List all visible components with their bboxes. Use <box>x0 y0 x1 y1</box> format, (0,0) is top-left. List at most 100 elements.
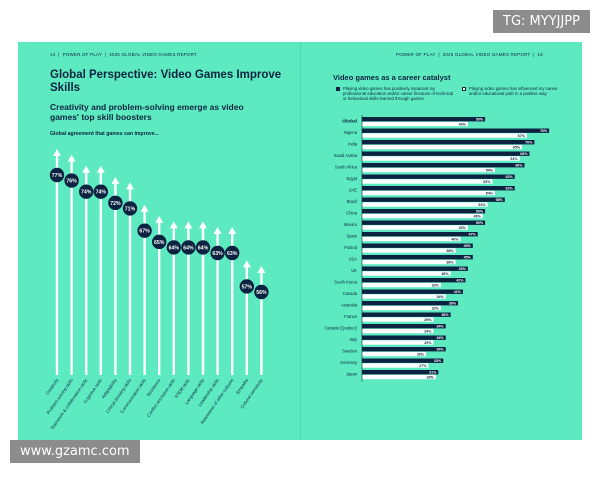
skill-value-marker <box>108 195 123 211</box>
skill-value-label: 76% <box>66 179 77 185</box>
skill-arrow-head <box>53 149 61 156</box>
bar-series-2-label: 40% <box>451 237 459 241</box>
right-page-number: 15 <box>537 52 543 57</box>
skill-value-label: 67% <box>139 229 150 235</box>
bar-series-2-label: 38% <box>446 260 454 264</box>
right-page-header: POWER OF PLAY | 2025 GLOBAL VIDEO GAMES … <box>396 52 543 57</box>
bar-series-1 <box>362 174 515 179</box>
bar-series-1 <box>362 243 473 248</box>
skill-value-marker <box>122 201 138 216</box>
chart-caption: Global agreement that games can improve.… <box>50 131 159 137</box>
bar-series-1-label: 42% <box>456 279 464 283</box>
bar-series-2 <box>362 121 468 127</box>
bar-series-1 <box>362 266 468 271</box>
bar-series-2-label: 53% <box>483 180 491 184</box>
bar-series-2 <box>362 167 495 173</box>
skill-value-marker <box>79 184 94 199</box>
skill-arrow-head <box>96 165 105 173</box>
bar-series-2 <box>362 259 456 265</box>
page-gutter <box>300 42 301 440</box>
bar-series-2-label: 64% <box>510 157 518 161</box>
bar-series-1 <box>362 255 473 260</box>
bar-series-1-label: 34% <box>437 325 445 329</box>
bar-series-2-label: 29% <box>424 318 432 322</box>
country-label: Italy <box>349 337 357 342</box>
bar-series-2-label: 54% <box>486 168 494 172</box>
skill-arrow-head <box>111 176 120 184</box>
bar-series-2 <box>362 156 520 161</box>
legend-item-series-2: Playing video games has influenced my ca… <box>462 86 574 106</box>
skill-value-marker <box>254 284 269 300</box>
bar-series-2-label: 34% <box>437 295 445 299</box>
bar-series-1 <box>362 220 486 225</box>
right-chart-title: Video games as a career catalyst <box>333 73 451 82</box>
skill-value-label: 77% <box>52 173 63 179</box>
skill-arrow-head <box>199 221 207 229</box>
bar-series-1 <box>362 232 478 237</box>
left-report-title: 2025 GLOBAL VIDEO GAMES REPORT <box>109 52 197 57</box>
bar-series-2-label: 26% <box>417 352 425 356</box>
skill-value-label: 64% <box>198 245 209 251</box>
country-label: Sweden <box>342 348 358 353</box>
country-label: UK <box>351 268 357 273</box>
bar-series-1 <box>362 209 486 214</box>
bar-series-1 <box>362 301 459 306</box>
legend-label-series-2: Playing video games has influenced my ca… <box>469 86 558 96</box>
skill-arrow-head <box>184 221 193 229</box>
skill-value-label: 57% <box>242 284 253 290</box>
bar-series-2 <box>362 225 468 230</box>
bar-series-2-label: 38% <box>446 249 454 253</box>
skill-value-marker <box>225 245 240 261</box>
country-label: UAE <box>349 187 358 192</box>
bar-series-1-label: 31% <box>429 371 437 375</box>
bar-series-1-label: 39% <box>449 302 457 306</box>
bar-series-2-label: 43% <box>459 122 467 126</box>
bar-series-1-label: 50% <box>476 221 484 225</box>
bar-series-1-label: 36% <box>441 313 449 317</box>
bar-series-2 <box>362 248 456 253</box>
bar-series-1-label: 34% <box>437 348 445 352</box>
skill-value-label: 65% <box>154 240 165 246</box>
right-report-name: POWER OF PLAY <box>396 52 436 57</box>
bar-series-2-label: 65% <box>513 145 521 149</box>
left-report-name: POWER OF PLAY <box>62 52 103 57</box>
country-label: South Africa <box>335 164 358 169</box>
country-label: Spain <box>347 233 358 238</box>
bar-series-1 <box>362 347 446 352</box>
bar-series-1-label: 58% <box>496 198 504 202</box>
bar-series-1-label: 41% <box>454 290 462 294</box>
bar-series-2 <box>362 133 527 138</box>
skill-value-marker <box>181 240 196 255</box>
country-label: Poland <box>344 245 357 250</box>
bar-series-1-label: 45% <box>464 256 472 260</box>
bar-series-2 <box>362 340 434 345</box>
bar-series-1 <box>362 128 550 133</box>
bar-series-2 <box>362 236 461 242</box>
bar-series-2 <box>362 213 483 219</box>
bar-series-1 <box>362 335 446 340</box>
bar-series-2-label: 51% <box>478 203 486 207</box>
bar-series-2-label: 43% <box>459 226 467 230</box>
bar-series-1 <box>362 358 444 363</box>
bar-series-1 <box>362 370 439 375</box>
skill-value-label: 64% <box>169 245 180 251</box>
skill-value-marker <box>210 245 225 261</box>
right-report-title: 2025 GLOBAL VIDEO GAMES REPORT <box>442 52 531 57</box>
bar-series-1 <box>362 140 535 145</box>
bar-series-1-label: 76% <box>540 129 548 133</box>
skill-value-label: 72% <box>110 201 121 207</box>
country-label: Germany <box>340 360 358 365</box>
bar-series-1 <box>362 151 530 156</box>
bar-series-2 <box>362 144 523 150</box>
bar-series-1-label: 68% <box>520 152 528 156</box>
bar-series-2-label: 27% <box>419 364 427 368</box>
bar-series-2 <box>362 294 446 299</box>
country-label: Nigeria <box>344 130 358 135</box>
bar-series-1-label: 62% <box>505 187 513 191</box>
skill-value-label: 56% <box>256 290 267 296</box>
skill-value-label: 74% <box>81 190 92 196</box>
bar-series-2-label: 29% <box>424 329 432 333</box>
skill-value-marker <box>49 167 65 183</box>
